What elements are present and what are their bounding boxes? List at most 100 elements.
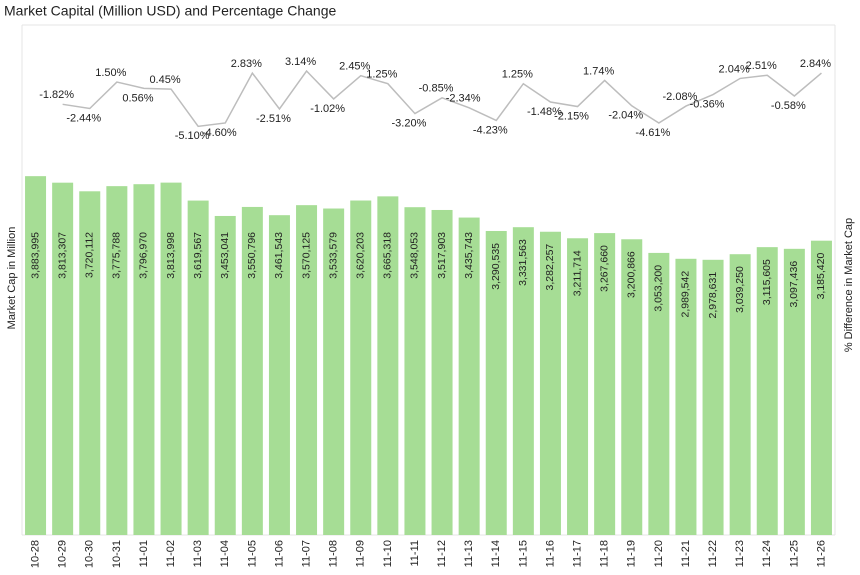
x-tick-label: 11-11 [409,540,421,567]
bar [52,182,74,535]
bar-value-label: 3,290,535 [490,243,502,290]
bar-value-label: 3,813,307 [56,232,68,279]
x-tick-label: 10-30 [84,540,96,568]
line-value-label: -2.44% [66,112,101,124]
bar [214,215,236,535]
bar [268,215,290,535]
bar-value-label: 3,883,995 [29,232,41,279]
bar [431,209,453,535]
line-value-label: -0.58% [771,100,806,112]
bar-value-label: 3,185,420 [815,253,827,300]
bar [458,217,480,535]
x-tick-label: 11-18 [599,540,611,567]
line [62,69,822,128]
bar [241,206,263,536]
bar-value-label: 3,267,660 [598,245,610,292]
x-tick-label: 10-29 [57,540,69,568]
bar-value-label: 3,720,112 [84,232,96,278]
x-tick-label: 11-01 [138,540,150,567]
x-tick-label: 11-15 [517,540,529,567]
x-tick-label: 10-31 [111,540,123,568]
line-value-label: -2.51% [256,113,291,125]
x-tick-label: 11-19 [626,540,638,567]
bar [25,176,47,535]
bar-value-label: 3,435,743 [463,232,475,279]
bar [594,233,616,536]
line-value-label: -2.15% [554,110,589,122]
bar-value-label: 3,211,714 [571,250,583,296]
x-tick-label: 11-12 [436,540,448,567]
line-value-label: -3.20% [392,117,427,129]
bar-value-label: 3,619,567 [192,232,204,279]
y2-axis-title: % Difference in Market Cap [843,218,855,352]
bar-value-label: 3,282,257 [544,244,556,291]
line-value-label: 2.83% [231,58,262,70]
line-value-label: 1.25% [366,69,397,81]
bar [621,239,643,535]
bar-value-label: 3,775,788 [111,232,123,279]
bar [187,200,209,535]
x-tick-label: 11-26 [815,540,827,567]
x-tick-label: 11-17 [571,540,583,567]
x-tick-label: 11-23 [734,540,746,567]
line-value-label: 2.51% [746,60,777,72]
bar-value-label: 2,989,542 [680,271,692,318]
bar [160,182,182,535]
x-tick-label: 11-08 [328,540,340,567]
bar-value-label: 3,053,200 [653,265,665,312]
line-value-label: -4.23% [473,124,508,136]
x-tick-label: 11-24 [761,540,773,567]
bar [729,254,751,536]
bar [323,208,345,536]
bar-value-label: 3,453,041 [219,232,231,279]
line-value-label: -0.85% [419,83,454,95]
line-value-label: 1.50% [95,67,126,79]
line-value-label: -0.36% [690,98,725,110]
x-tick-label: 11-13 [463,540,475,567]
x-tick-label: 11-22 [707,540,719,567]
x-tick-label: 11-10 [382,540,394,567]
x-tick-label: 11-14 [490,540,502,567]
line-value-label: -2.04% [608,110,643,122]
chart-title: Market Capital (Million USD) and Percent… [4,3,336,19]
bar [404,207,426,536]
bar [485,230,507,535]
bar-value-label: 3,550,796 [246,232,258,279]
x-tick-label: 11-16 [544,540,556,567]
x-tick-label: 11-25 [788,540,800,567]
bar [133,184,155,535]
line-value-label: 0.56% [122,92,153,104]
x-tick-label: 11-20 [653,540,665,567]
line-value-label: -1.48% [527,106,562,118]
bar [567,238,589,535]
line-value-label: 2.84% [800,58,831,70]
x-tick-label: 11-06 [273,540,285,567]
bar [79,191,101,535]
bar [539,231,561,536]
bar-value-label: 3,548,053 [409,232,421,279]
bar [106,186,128,535]
line-value-label: -2.34% [446,93,481,105]
line-value-label: -1.02% [310,103,345,115]
bar-value-label: 3,115,605 [761,259,773,305]
line-value-label: -4.61% [635,127,670,139]
line-value-label: -4.60% [202,127,237,139]
bar [512,227,534,535]
bar-value-label: 3,200,866 [626,251,638,298]
bar-value-label: 3,461,543 [273,232,285,279]
bar-value-label: 3,796,970 [138,232,150,279]
bar-value-label: 3,533,579 [327,232,339,279]
bar-value-label: 3,620,203 [355,232,367,279]
bar-value-label: 2,978,631 [707,272,719,319]
bar [350,200,372,535]
bar-value-label: 3,331,563 [517,239,529,286]
bar [296,205,318,535]
y-axis-title: Market Cap in Million [6,227,18,330]
bar-value-label: 3,570,125 [300,232,312,279]
line-value-label: 2.04% [719,63,750,75]
bar [702,259,724,535]
x-tick-label: 11-09 [355,540,367,567]
bar [783,248,805,535]
line-value-label: 1.25% [502,69,533,81]
bar-value-label: 3,097,436 [788,261,800,308]
